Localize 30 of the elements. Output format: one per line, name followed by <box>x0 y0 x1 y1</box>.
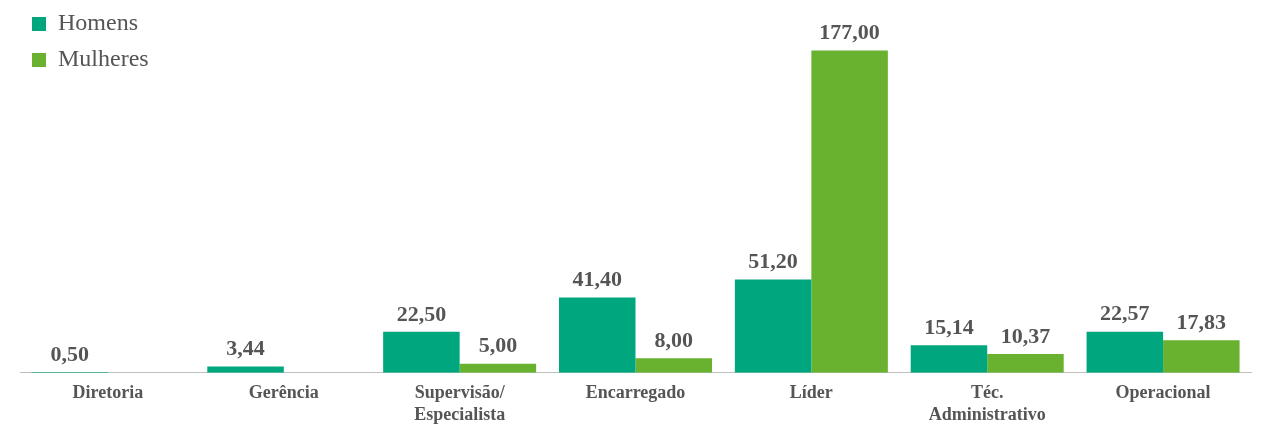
bar <box>559 297 636 373</box>
data-label: 22,50 <box>396 300 447 326</box>
x-tick-label: Líder <box>789 382 833 403</box>
data-label: 22,57 <box>1100 300 1150 326</box>
bar <box>383 331 460 373</box>
bar <box>1163 340 1240 373</box>
data-label: 3,44 <box>226 335 265 361</box>
bar <box>987 353 1064 373</box>
bar <box>1086 331 1164 373</box>
legend-label: Mulheres <box>58 45 149 72</box>
x-tick-label: Supervisão/ Especialista <box>414 382 506 424</box>
bar <box>811 50 888 373</box>
x-tick-label: Diretoria <box>72 382 144 403</box>
data-label: 17,83 <box>1176 309 1227 335</box>
x-tick-label: Operacional <box>1115 382 1211 403</box>
bar <box>910 345 988 373</box>
legend-label: Homens <box>58 9 138 36</box>
bar <box>734 279 812 373</box>
data-label: 51,20 <box>748 248 798 274</box>
data-label: 10,37 <box>1000 322 1051 348</box>
x-tick-label: Gerência <box>248 382 319 403</box>
data-label: 8,00 <box>654 326 693 352</box>
data-label: 177,00 <box>819 19 880 45</box>
data-label: 41,40 <box>572 266 622 292</box>
x-tick-label: Téc. Administrativo <box>928 382 1046 424</box>
data-label: 0,50 <box>50 340 89 366</box>
bar <box>635 358 712 373</box>
x-tick-label: Encarregado <box>585 382 686 403</box>
data-label: 15,14 <box>924 313 974 339</box>
data-label: 5,00 <box>478 332 518 358</box>
